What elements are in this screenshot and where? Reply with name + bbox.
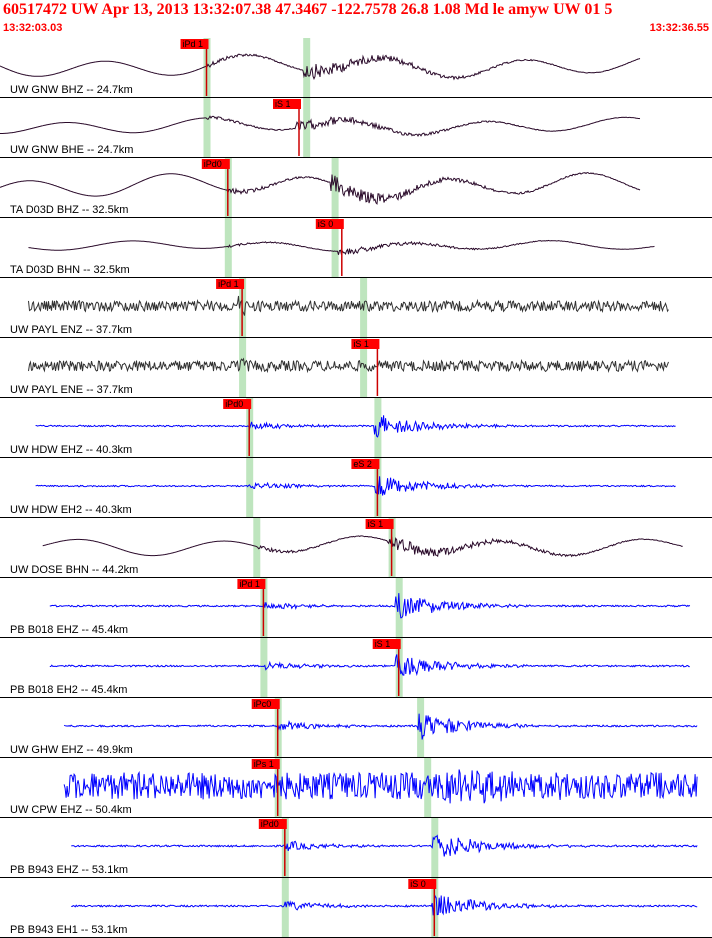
p-window-band <box>239 338 247 397</box>
waveform-trace <box>71 894 698 916</box>
pick-label: iPc0 <box>254 699 272 709</box>
waveform-trace <box>0 172 641 205</box>
station-label: PB B943 EH1 -- 53.1km <box>10 924 127 936</box>
pick-label: iS 1 <box>275 99 291 109</box>
waveform-trace <box>28 357 669 374</box>
waveform-trace <box>42 535 683 558</box>
pick-label: iPd 1 <box>239 579 260 589</box>
station-label: TA D03D BHZ -- 32.5km <box>10 204 128 216</box>
waveform-trace <box>71 834 698 857</box>
station-label: TA D03D BHN -- 32.5km <box>10 264 130 276</box>
pick-tag <box>251 759 280 769</box>
pick-label: iPs 1 <box>254 759 274 769</box>
plot-header: 60517472 UW Apr 13, 2013 13:32:07.38 47.… <box>0 0 712 38</box>
station-label: UW GNW BHZ -- 24.7km <box>10 84 133 96</box>
station-label: UW PAYL ENE -- 37.7km <box>10 384 133 396</box>
p-window-band <box>203 98 211 157</box>
waveform-trace <box>49 593 691 619</box>
seismogram-panel: iPd 1 UW GNW BHZ -- 24.7km iS 1 UW GNW BHE … <box>0 38 712 938</box>
pick-tag <box>372 639 401 649</box>
s-window-band <box>424 758 432 817</box>
pick-label: iPd 1 <box>183 39 204 49</box>
pick-tag <box>251 699 280 709</box>
pick-label: iS 0 <box>410 879 426 889</box>
station-label: PB B943 EHZ -- 53.1km <box>10 864 128 876</box>
pick-label: iS 1 <box>353 339 369 349</box>
p-window-band <box>281 878 289 937</box>
pick-tag <box>351 459 380 469</box>
waveform-trace <box>63 769 698 804</box>
end-time-label: 13:32:36.55 <box>649 22 709 34</box>
pick-label: iPd0 <box>261 819 279 829</box>
pick-label: iS 1 <box>368 519 384 529</box>
pick-tag <box>237 579 266 589</box>
s-window-band <box>360 338 368 397</box>
s-window-band <box>331 218 339 277</box>
s-window-band <box>374 398 382 457</box>
pick-label: iS 1 <box>375 639 391 649</box>
station-label: UW GNW BHE -- 24.7km <box>10 144 133 156</box>
station-label: PB B018 EHZ -- 45.4km <box>10 624 128 636</box>
waveform-trace <box>0 53 641 81</box>
pick-tag <box>408 879 437 889</box>
waveform-trace <box>35 476 676 496</box>
pick-label: iS 0 <box>318 219 334 229</box>
station-label: UW DOSE BHN -- 44.2km <box>10 564 138 576</box>
station-label: UW CPW EHZ -- 50.4km <box>10 804 132 816</box>
pick-tag <box>351 339 380 349</box>
waveform-trace <box>49 654 690 677</box>
pick-label: iPd0 <box>225 399 243 409</box>
p-window-band <box>253 518 261 577</box>
start-time-label: 13:32:03.03 <box>3 22 63 34</box>
pick-tag <box>201 159 230 169</box>
pick-label: iPd0 <box>204 159 222 169</box>
s-window-band <box>303 98 311 157</box>
s-window-band <box>431 818 439 877</box>
waveform-trace <box>0 115 641 138</box>
station-label: UW PAYL ENZ -- 37.7km <box>10 324 132 336</box>
station-label: PB B018 EH2 -- 45.4km <box>10 684 127 696</box>
waveform-trace <box>28 295 669 316</box>
pick-label: iPd 1 <box>218 279 239 289</box>
pick-tag <box>223 399 252 409</box>
event-title: 60517472 UW Apr 13, 2013 13:32:07.38 47.… <box>3 1 613 18</box>
waveform-trace <box>63 713 698 740</box>
s-window-band <box>331 158 339 217</box>
pick-tag <box>273 99 301 109</box>
station-label: UW GHW EHZ -- 49.9km <box>10 744 133 756</box>
p-window-band <box>260 638 268 697</box>
pick-label: eS 2 <box>353 459 372 469</box>
waveform-trace <box>35 415 676 438</box>
pick-tag <box>315 219 344 229</box>
pick-tag <box>216 279 245 289</box>
pick-tag <box>180 39 209 49</box>
station-label: UW HDW EHZ -- 40.3km <box>10 444 132 456</box>
pick-tag <box>365 519 394 529</box>
p-window-band <box>246 458 254 517</box>
pick-tag <box>258 819 287 829</box>
station-label: UW HDW EH2 -- 40.3km <box>10 504 132 516</box>
